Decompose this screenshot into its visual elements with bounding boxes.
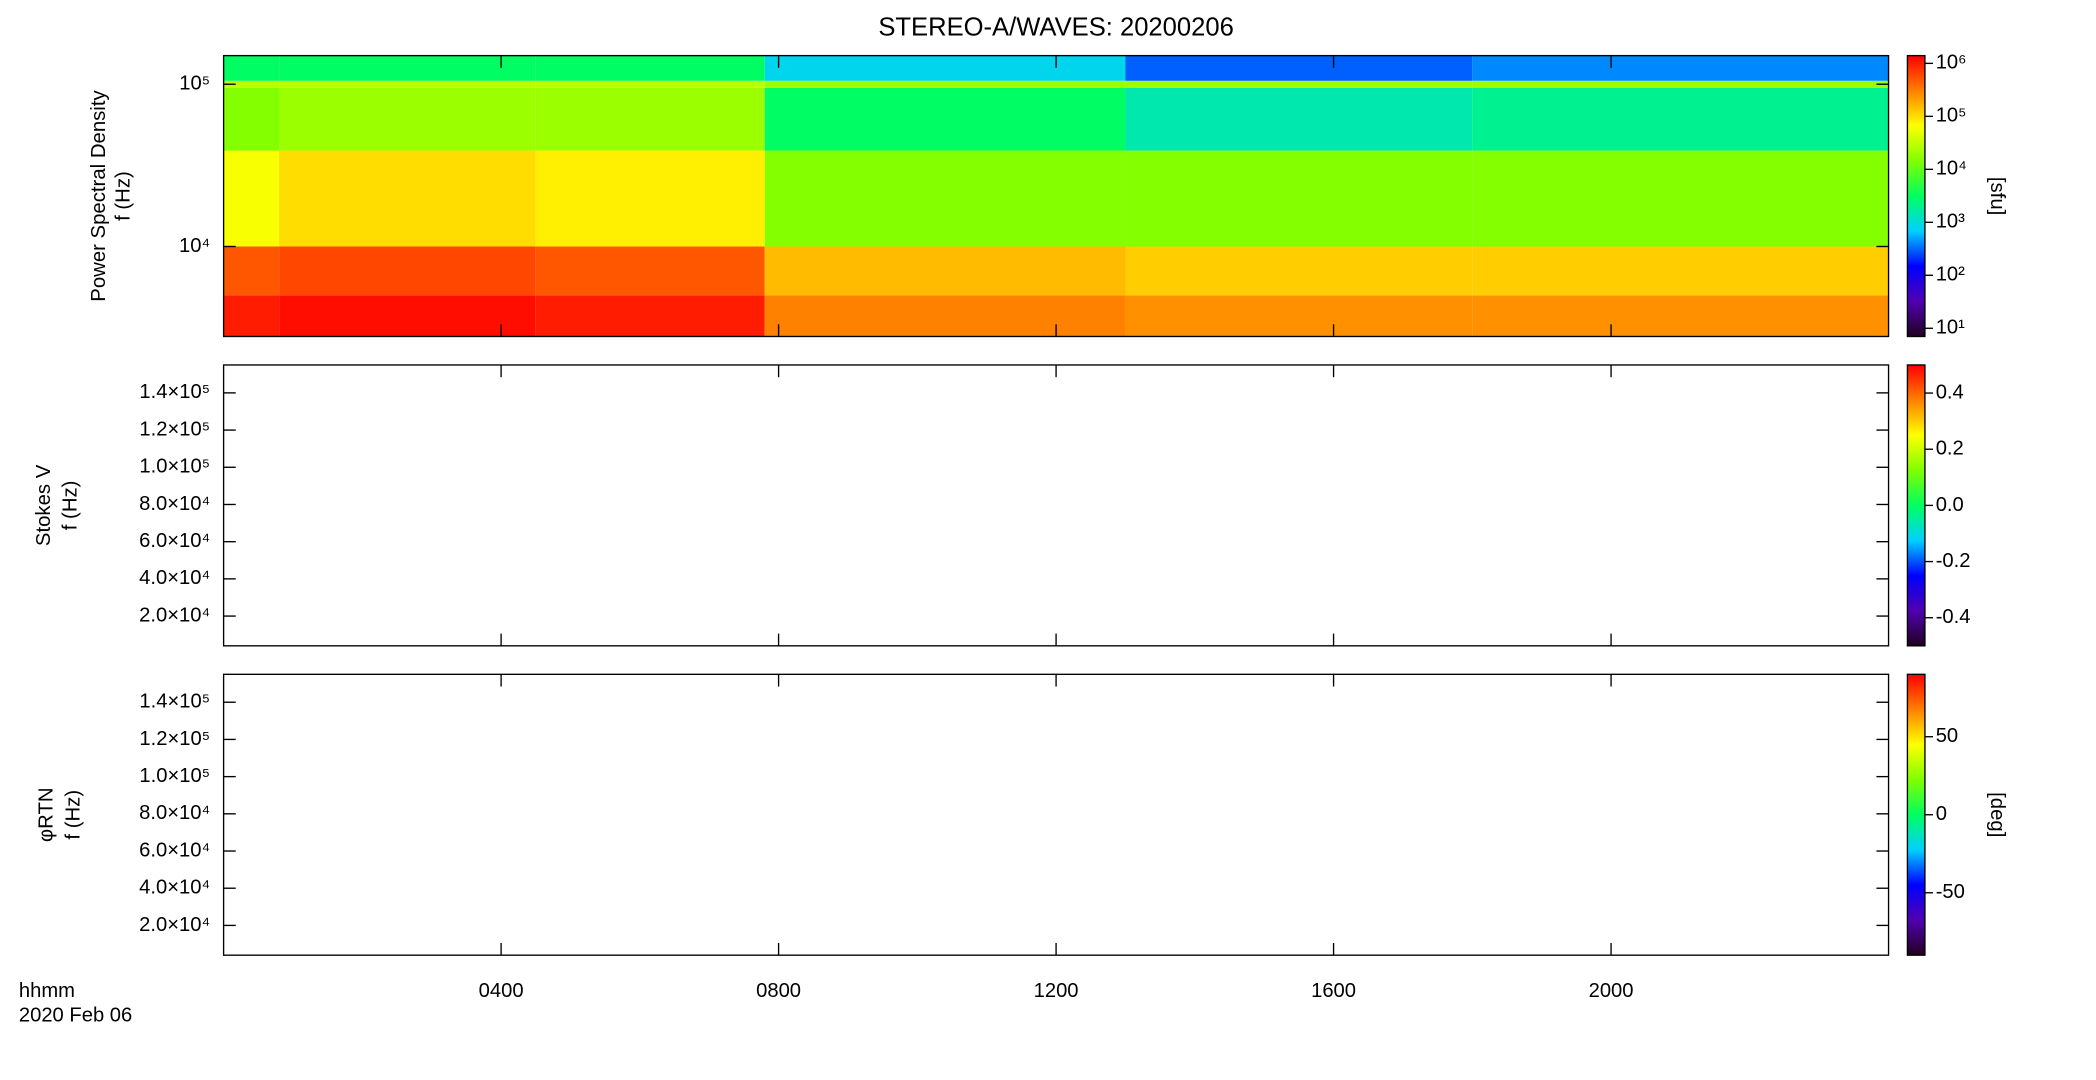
heatmap-cell [223,295,280,337]
heatmap-cell [764,55,1126,81]
y-tick-label: 8.0×10⁴ [139,802,210,824]
y-tick-label: 1.0×10⁵ [139,765,210,787]
heatmap-cell [223,55,280,81]
colorbar [1906,364,1926,647]
y-tick-label: 1.4×10⁵ [139,381,210,403]
heatmap-cell [764,295,1126,337]
y-axis-label: f (Hz) [112,171,134,221]
heatmap-cell [535,150,765,247]
heatmap-cell [1472,55,1889,81]
heatmap-cell [1125,246,1473,296]
heatmap-cell [1472,246,1889,296]
y-tick-label: 2.0×10⁴ [139,914,210,936]
heatmap-cell [223,246,280,296]
x-tick-label: 0800 [756,980,801,1002]
heatmap-cell [279,80,536,88]
heatmap-cell [535,87,765,151]
y-axis-label: Stokes V [33,464,55,546]
heatmap-cell [1472,87,1889,151]
y-tick-label: 4.0×10⁴ [139,567,210,589]
heatmap-cell [1125,55,1473,81]
x-tick-label: 1200 [1034,980,1079,1002]
y-tick-label: 8.0×10⁴ [139,493,210,515]
colorbar-tick-label: 0.0 [1936,494,1964,516]
heatmap-cell [535,55,765,81]
y-axis-label: f (Hz) [60,481,82,531]
heatmap-cell [764,87,1126,151]
heatmap-cell [223,150,280,247]
heatmap-cell [1125,150,1473,247]
heatmap-cell [223,87,280,151]
colorbar-label: [sfu] [1986,177,2008,215]
heatmap-cell [1125,87,1473,151]
chart-title: STEREO-A/WAVES: 20200206 [878,13,1233,41]
colorbar-tick-label: 10³ [1936,211,1965,233]
heatmap-cell [279,55,536,81]
heatmap-cell [764,246,1126,296]
heatmap-cell [535,295,765,337]
y-tick-label: 6.0×10⁴ [139,839,210,861]
y-axis-label: φRTN [36,787,58,842]
colorbar [1906,673,1926,956]
colorbar-tick-label: -0.2 [1936,550,1971,572]
heatmap-cell [279,246,536,296]
colorbar-tick-label: 0.4 [1936,381,1964,403]
heatmap-cell [535,246,765,296]
heatmap-cell [764,80,1126,88]
plot-frame [222,364,1890,647]
x-tick-label: 0400 [479,980,524,1002]
heatmap-cell [1125,80,1473,88]
y-axis-label: Power Spectral Density [88,89,110,301]
y-tick-label: 1.2×10⁵ [139,728,210,750]
colorbar-tick-label: 50 [1936,725,1958,747]
colorbar-tick-label: -50 [1936,881,1965,903]
y-axis-label: f (Hz) [62,790,84,840]
colorbar-tick-label: 10¹ [1936,317,1965,339]
heatmap-cell [1472,150,1889,247]
colorbar-label: [deg] [1986,792,2008,837]
heatmap-cell [1125,295,1473,337]
colorbar-tick-label: 10⁵ [1936,105,1967,127]
plot-frame [222,673,1890,956]
x-tick-label: 1600 [1311,980,1356,1002]
y-tick-label: 6.0×10⁴ [139,530,210,552]
colorbar-tick-label: 10² [1936,264,1965,286]
colorbar-tick-label: 0.2 [1936,438,1964,460]
y-tick-label: 1.4×10⁵ [139,691,210,713]
y-tick-label: 2.0×10⁴ [139,604,210,626]
x-axis-date: 2020 Feb 06 [19,1005,132,1027]
heatmap-cell [1472,80,1889,88]
y-tick-label: 1.2×10⁵ [139,418,210,440]
colorbar-tick-label: 10⁶ [1936,52,1967,74]
heatmap-cell [279,87,536,151]
colorbar-tick-label: 0 [1936,803,1947,825]
heatmap-cell [279,150,536,247]
heatmap-cell [764,150,1126,247]
x-tick-label: 2000 [1589,980,1634,1002]
y-tick-label: 10⁴ [179,235,210,257]
heatmap-cell [535,80,765,88]
heatmap-cell [223,80,280,88]
y-tick-label: 1.0×10⁵ [139,456,210,478]
colorbar [1906,54,1926,338]
heatmap-cell [279,295,536,337]
colorbar-tick-label: -0.4 [1936,606,1971,628]
x-axis-label: hhmm [19,980,75,1002]
heatmap-cell [1472,295,1889,337]
colorbar-tick-label: 10⁴ [1936,158,1967,180]
y-tick-label: 10⁵ [179,73,210,95]
y-tick-label: 4.0×10⁴ [139,877,210,899]
